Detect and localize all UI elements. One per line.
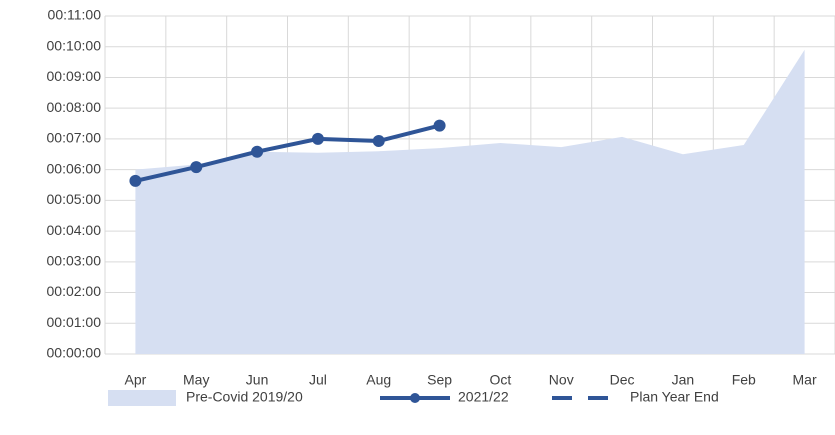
y-tick-label: 00:00:00	[47, 345, 102, 361]
legend-label: 2021/22	[458, 389, 509, 405]
point	[190, 161, 203, 174]
legend-label: Plan Year End	[630, 389, 719, 405]
legend-swatch	[108, 390, 176, 406]
x-tick-label: Dec	[610, 372, 635, 388]
y-tick-label: 00:04:00	[47, 222, 102, 238]
y-tick-label: 00:03:00	[47, 253, 102, 269]
x-tick-label: Jun	[246, 372, 269, 388]
y-tick-label: 00:08:00	[47, 99, 102, 115]
y-tick-label: 00:02:00	[47, 283, 102, 299]
x-tick-label: May	[183, 372, 209, 388]
legend-label: Pre-Covid 2019/20	[186, 389, 303, 405]
x-tick-label: Apr	[125, 372, 147, 388]
point	[251, 145, 264, 158]
area	[135, 49, 805, 355]
y-tick-label: 00:09:00	[47, 68, 102, 84]
y-tick-label: 00:01:00	[47, 314, 102, 330]
point	[433, 119, 446, 132]
y-tick-label: 00:05:00	[47, 191, 102, 207]
x-tick-label: Jan	[672, 372, 695, 388]
y-tick-label: 00:06:00	[47, 160, 102, 176]
line	[134, 123, 441, 183]
y-tick-label: 00:11:00	[48, 7, 102, 23]
x-tick-label: Jul	[309, 372, 327, 388]
x-tick-label: Aug	[366, 372, 391, 388]
y-tick-label: 00:10:00	[47, 37, 102, 53]
point	[372, 134, 385, 147]
x-tick-label: Mar	[793, 372, 817, 388]
x-tick-label: Oct	[490, 372, 512, 388]
x-tick-label: Sep	[427, 372, 452, 388]
y-tick-label: 00:07:00	[47, 130, 102, 146]
point	[311, 132, 324, 145]
legend-marker	[410, 393, 420, 403]
point	[129, 174, 142, 187]
x-tick-label: Nov	[549, 372, 574, 388]
x-tick-label: Feb	[732, 372, 756, 388]
